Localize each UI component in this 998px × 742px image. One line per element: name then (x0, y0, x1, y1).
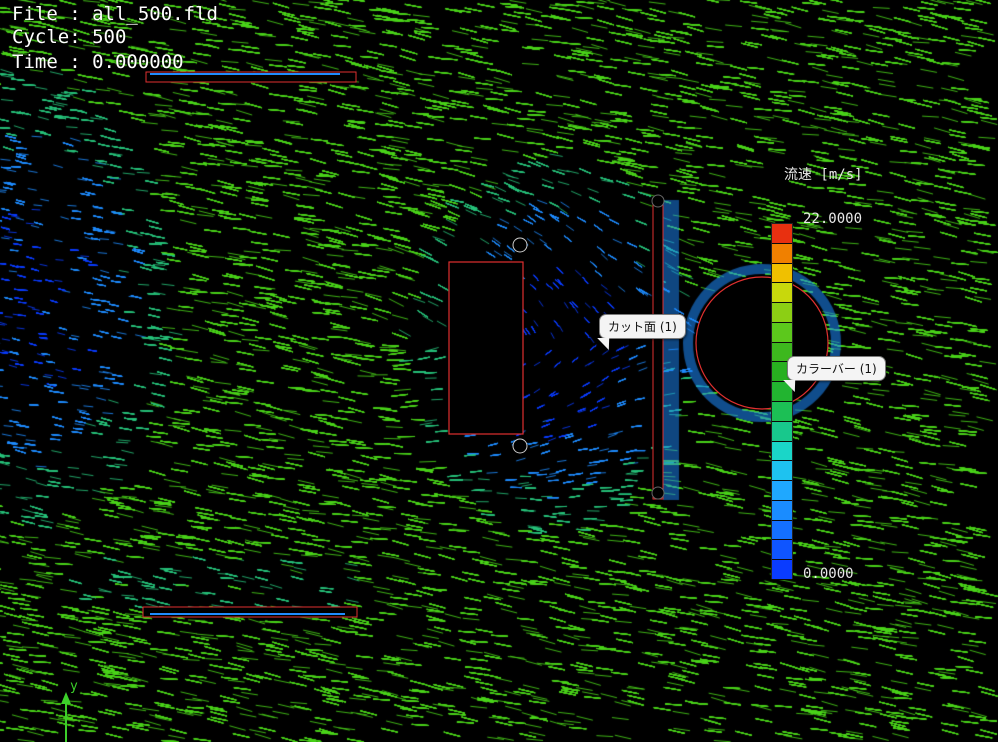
vertical-plate-bottom-cap (651, 486, 665, 500)
file-readout: File : all_500.fld (12, 3, 218, 25)
rectangular-block[interactable] (448, 237, 528, 454)
y-axis-arrow-head (61, 692, 71, 704)
axis-triad: y (61, 679, 78, 742)
color-bar-segment (772, 243, 792, 264)
color-bar-segment (772, 540, 792, 561)
color-bar-segment (772, 342, 792, 363)
color-bar-segment (772, 481, 792, 501)
color-bar-segment (772, 500, 792, 521)
cylinder[interactable] (695, 276, 829, 410)
colorbar-callout-label: カラーバー (1) (796, 362, 877, 376)
cycle-readout: Cycle: 500 (12, 26, 127, 48)
vertical-plate-top-cap (651, 194, 665, 208)
color-bar-segment (772, 322, 792, 343)
block-top-hole (512, 237, 528, 253)
legend-title: 流速 [m/s] (784, 167, 863, 183)
color-bar-segment (772, 421, 792, 442)
color-bar-segment (772, 283, 792, 304)
cut-plane-callout-label: カット面 (1) (608, 320, 677, 334)
bottom-plate-body (142, 606, 358, 618)
color-bar-segment (772, 263, 792, 284)
color-bar-segment (772, 520, 792, 541)
legend-min-label: 0.0000 (803, 566, 854, 582)
top-plate[interactable] (145, 71, 357, 83)
bottom-plate[interactable] (142, 606, 358, 618)
color-bar-segment (772, 402, 792, 422)
cylinder-body (695, 276, 829, 410)
color-bar-segment (772, 303, 792, 323)
block-body (448, 261, 524, 435)
color-bar-segment (772, 441, 792, 462)
color-bar-segment (772, 461, 792, 482)
color-bar-segment (772, 382, 792, 402)
block-bottom-hole (512, 438, 528, 454)
y-axis-label: y (70, 679, 78, 694)
vertical-plate-body (652, 198, 664, 500)
cut-plane-callout[interactable]: カット面 (1) (597, 314, 686, 350)
color-bar-segment (772, 560, 792, 580)
colorbar-callout[interactable]: カラーバー (1) (783, 356, 886, 392)
vertical-plate[interactable] (651, 194, 665, 500)
color-bar[interactable] (771, 223, 793, 580)
legend-max-label: 22.0000 (803, 211, 863, 227)
color-bar-segment (772, 224, 792, 244)
time-readout: Time : 0.000000 (12, 51, 184, 73)
top-plate-body (145, 71, 357, 83)
